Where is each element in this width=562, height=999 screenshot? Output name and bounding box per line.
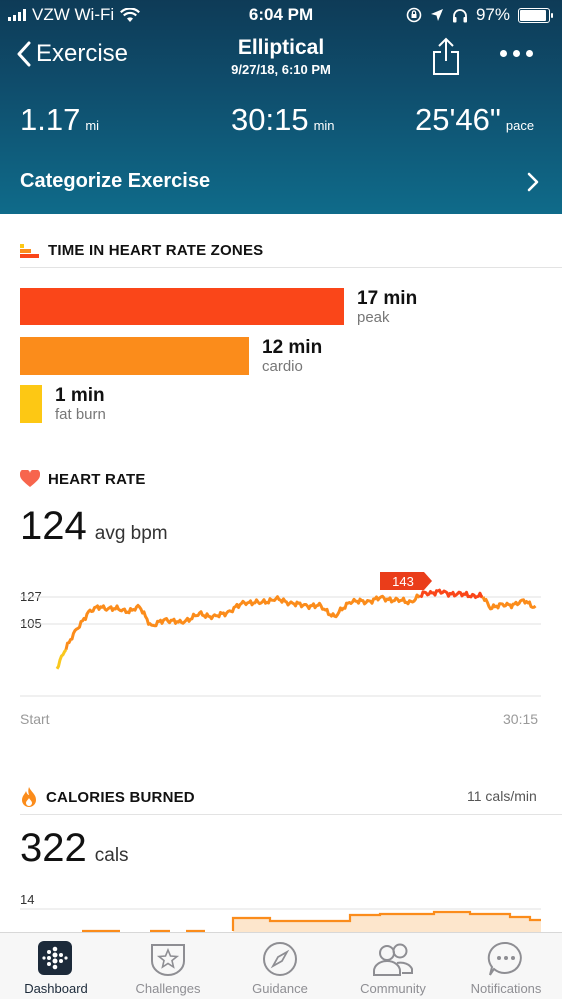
heart-rate-title: HEART RATE bbox=[48, 470, 146, 488]
calories-section-header: CALORIES BURNED bbox=[20, 786, 195, 808]
back-label: Exercise bbox=[36, 40, 129, 67]
tab-notifications[interactable]: Notifications bbox=[450, 933, 562, 999]
pace-value: 25'46" bbox=[415, 102, 501, 137]
avg-bpm-value: 124 bbox=[20, 504, 87, 548]
calories-value: 322 bbox=[20, 826, 87, 870]
zone-bar-fat-burn bbox=[20, 385, 42, 423]
tab-challenges-label: Challenges bbox=[135, 981, 201, 996]
status-bar: VZW Wi-Fi 6:04 PM 97% bbox=[0, 0, 562, 30]
distance-value: 1.17 bbox=[20, 102, 81, 137]
tab-dashboard[interactable]: Dashboard bbox=[0, 933, 112, 999]
peak-bpm-label: 143 bbox=[392, 574, 414, 589]
heart-rate-chart: 143 bbox=[20, 572, 541, 697]
wifi-icon bbox=[120, 7, 141, 22]
calories-tick-14: 14 bbox=[20, 892, 35, 907]
calories-area bbox=[233, 912, 541, 932]
chevron-left-icon bbox=[17, 41, 31, 67]
zones-section-header: TIME IN HEART RATE ZONES bbox=[20, 242, 263, 259]
calories-chart bbox=[20, 908, 541, 933]
nav-bar: Exercise Elliptical 9/27/18, 6:10 PM bbox=[0, 32, 562, 87]
tab-community[interactable]: Community bbox=[337, 933, 449, 999]
heart-rate-line-segment bbox=[481, 596, 537, 611]
battery-percent: 97% bbox=[475, 5, 510, 24]
page-subtitle: 9/27/18, 6:10 PM bbox=[231, 62, 331, 77]
calories-rate: 11 cals/min bbox=[467, 788, 537, 804]
duration-value: 30:15 bbox=[231, 102, 309, 137]
zone-bar-peak bbox=[20, 288, 344, 325]
avg-bpm-unit: avg bpm bbox=[94, 523, 168, 544]
zone-value-peak: 17 min bbox=[357, 288, 418, 309]
location-icon bbox=[430, 9, 443, 21]
flame-icon bbox=[22, 787, 36, 807]
signal-icon bbox=[8, 9, 26, 21]
orientation-lock-icon bbox=[406, 7, 422, 23]
heart-rate-line-segment bbox=[419, 588, 484, 599]
calories-total: 322 cals bbox=[20, 826, 129, 871]
chevron-right-icon[interactable] bbox=[526, 170, 540, 194]
zone-label-fat-burn: fat burn bbox=[55, 406, 106, 423]
header: VZW Wi-Fi 6:04 PM 97% Exercise Elliptica… bbox=[0, 0, 562, 214]
avg-heart-rate: 124 avg bpm bbox=[20, 504, 168, 549]
zone-value-cardio: 12 min bbox=[262, 337, 323, 358]
heart-rate-section-header: HEART RATE bbox=[20, 470, 146, 488]
zones-icon bbox=[20, 243, 39, 258]
heart-rate-line-segment bbox=[64, 593, 421, 651]
distance-stat: 1.17 mi bbox=[20, 102, 99, 138]
tab-dashboard-label: Dashboard bbox=[24, 981, 88, 996]
divider bbox=[20, 267, 562, 268]
calories-line bbox=[82, 910, 541, 933]
tab-notifications-label: Notifications bbox=[470, 981, 542, 996]
calories-title: CALORIES BURNED bbox=[46, 788, 195, 806]
tab-bar: Dashboard Challenges Guidance Community … bbox=[0, 932, 562, 999]
tab-guidance[interactable]: Guidance bbox=[224, 933, 336, 999]
battery-icon bbox=[518, 7, 553, 23]
page-title: Elliptical bbox=[237, 36, 325, 59]
dashboard-icon bbox=[38, 941, 72, 975]
tab-challenges[interactable]: Challenges bbox=[112, 933, 224, 999]
peak-marker: 143 bbox=[380, 572, 432, 590]
more-options-icon[interactable] bbox=[500, 50, 533, 57]
community-icon bbox=[373, 943, 413, 976]
carrier-label: VZW Wi-Fi bbox=[32, 5, 115, 24]
zone-label-cardio: cardio bbox=[262, 358, 303, 375]
challenges-icon bbox=[151, 944, 185, 977]
zone-bar-cardio bbox=[20, 337, 249, 375]
heart-rate-line-segment bbox=[55, 648, 68, 670]
back-button[interactable]: Exercise bbox=[16, 40, 128, 68]
tab-guidance-label: Guidance bbox=[252, 981, 308, 996]
tab-community-label: Community bbox=[360, 981, 426, 996]
hr-x-start: Start bbox=[20, 711, 50, 727]
share-icon[interactable] bbox=[431, 36, 461, 76]
guidance-icon bbox=[263, 942, 297, 976]
exercise-summary: 1.17 mi 30:15 min 25'46" pace bbox=[0, 102, 562, 142]
heart-icon bbox=[20, 470, 40, 487]
pace-stat: 25'46" pace bbox=[415, 102, 534, 138]
calories-unit: cals bbox=[94, 845, 129, 866]
duration-stat: 30:15 min bbox=[231, 102, 335, 138]
zones-title: TIME IN HEART RATE ZONES bbox=[48, 242, 264, 259]
zone-label-peak: peak bbox=[357, 309, 390, 326]
clock: 6:04 PM bbox=[248, 5, 314, 24]
notifications-icon bbox=[487, 941, 522, 976]
categorize-exercise-button[interactable]: Categorize Exercise bbox=[20, 170, 211, 192]
divider bbox=[20, 814, 562, 815]
distance-unit: mi bbox=[85, 118, 100, 133]
duration-unit: min bbox=[313, 118, 335, 133]
hr-x-end: 30:15 bbox=[503, 711, 539, 727]
headphones-icon bbox=[452, 8, 467, 22]
zone-value-fat-burn: 1 min bbox=[55, 385, 105, 406]
pace-unit: pace bbox=[505, 118, 535, 133]
